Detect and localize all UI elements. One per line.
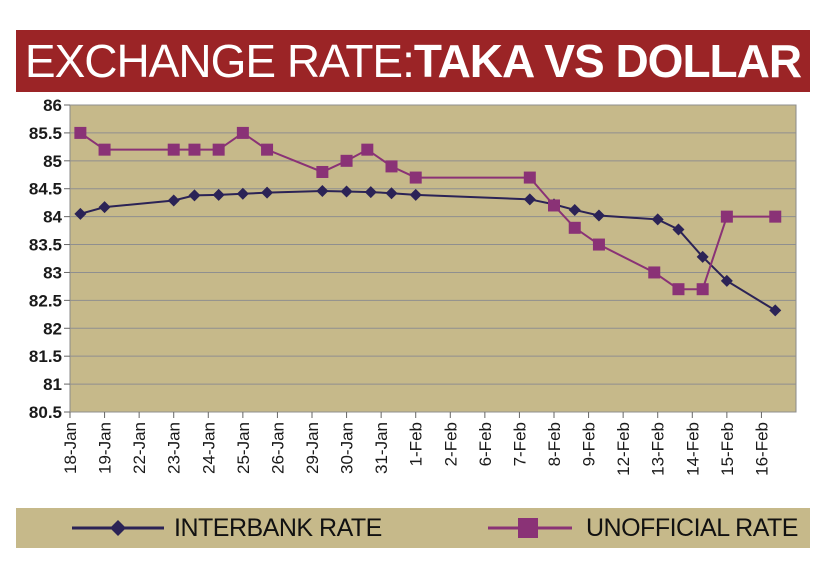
interbank-legend-swatch bbox=[72, 520, 164, 536]
interbank-point bbox=[236, 187, 249, 200]
interbank-point bbox=[409, 188, 422, 201]
y-tick-label: 83.5 bbox=[29, 236, 62, 255]
interbank-point bbox=[167, 194, 180, 207]
x-tick-label: 22-Jan bbox=[130, 422, 149, 474]
unofficial-point bbox=[409, 171, 422, 184]
y-tick-label: 85 bbox=[43, 152, 62, 171]
interbank-point bbox=[720, 274, 733, 287]
unofficial-point bbox=[74, 126, 87, 139]
interbank-point bbox=[212, 188, 225, 201]
unofficial-point bbox=[592, 238, 605, 251]
legend-item-unofficial: UNOFFICIAL RATE bbox=[484, 508, 798, 548]
interbank-legend-label: INTERBANK RATE bbox=[174, 513, 382, 542]
interbank-point bbox=[568, 203, 581, 216]
interbank-point bbox=[523, 193, 536, 206]
y-tick-label: 82 bbox=[43, 319, 62, 338]
title-part-1: EXCHANGE RATE: bbox=[24, 35, 415, 87]
x-tick-label: 1-Feb bbox=[407, 422, 426, 466]
unofficial-point bbox=[648, 266, 661, 279]
unofficial-point bbox=[385, 160, 398, 173]
x-tick-label: 26-Jan bbox=[268, 422, 287, 474]
x-tick-label: 24-Jan bbox=[199, 422, 218, 474]
unofficial-point bbox=[672, 283, 685, 296]
unofficial-point bbox=[769, 210, 782, 223]
x-tick-label: 30-Jan bbox=[338, 422, 357, 474]
x-tick-label: 23-Jan bbox=[165, 422, 184, 474]
unofficial-point bbox=[340, 154, 353, 167]
x-tick-label: 13-Feb bbox=[649, 422, 668, 476]
x-tick-label: 15-Feb bbox=[718, 422, 737, 476]
x-tick-label: 6-Feb bbox=[476, 422, 495, 466]
y-tick-label: 84.5 bbox=[29, 180, 62, 199]
interbank-point bbox=[74, 207, 87, 220]
x-tick-label: 12-Feb bbox=[614, 422, 633, 476]
y-tick-label: 84 bbox=[43, 208, 62, 227]
legend: INTERBANK RATE UNOFFICIAL RATE bbox=[16, 508, 810, 548]
y-tick-label: 83 bbox=[43, 263, 62, 282]
x-tick-label: 19-Jan bbox=[96, 422, 115, 474]
interbank-point bbox=[261, 186, 274, 199]
interbank-point bbox=[592, 209, 605, 222]
y-tick-label: 85.5 bbox=[29, 124, 62, 143]
x-tick-label: 8-Feb bbox=[545, 422, 564, 466]
x-tick-label: 18-Jan bbox=[61, 422, 80, 474]
unofficial-point bbox=[261, 143, 274, 156]
interbank-point bbox=[385, 187, 398, 200]
y-tick-label: 86 bbox=[43, 96, 62, 115]
unofficial-point bbox=[361, 143, 374, 156]
y-tick-label: 81 bbox=[43, 375, 62, 394]
unofficial-point bbox=[236, 126, 249, 139]
unofficial-point bbox=[548, 199, 560, 212]
unofficial-point bbox=[696, 283, 709, 296]
unofficial-point bbox=[523, 171, 536, 184]
x-tick-label: 31-Jan bbox=[372, 422, 391, 474]
y-tick-label: 81.5 bbox=[29, 347, 62, 366]
unofficial-point bbox=[316, 165, 329, 178]
title-part-2: TAKA VS DOLLAR bbox=[413, 35, 802, 87]
unofficial-point bbox=[568, 221, 581, 234]
unofficial-point bbox=[720, 210, 733, 223]
interbank-point bbox=[316, 184, 329, 197]
title-banner: EXCHANGE RATE: TAKA VS DOLLAR bbox=[16, 30, 810, 92]
line-chart: 80.5 81 81.5 82 82.5 83 83.5 84 84.5 85 85.5 86 18-J… bbox=[29, 96, 797, 476]
unofficial-legend-swatch bbox=[488, 518, 572, 538]
interbank-point bbox=[98, 201, 111, 214]
x-tick-label: 25-Jan bbox=[234, 422, 253, 474]
interbank-point bbox=[188, 189, 201, 202]
interbank-point bbox=[340, 185, 353, 198]
unofficial-point bbox=[188, 143, 201, 156]
y-tick-label: 82.5 bbox=[29, 291, 62, 310]
unofficial-legend-label: UNOFFICIAL RATE bbox=[586, 513, 798, 542]
x-tick-label: 9-Feb bbox=[580, 422, 599, 466]
plot-area bbox=[69, 104, 797, 413]
x-tick-label: 2-Feb bbox=[441, 422, 460, 466]
interbank-point bbox=[769, 304, 782, 317]
interbank-point bbox=[672, 223, 685, 236]
legend-item-interbank: INTERBANK RATE bbox=[68, 508, 382, 548]
interbank-point bbox=[651, 213, 664, 226]
unofficial-point bbox=[167, 143, 180, 156]
y-tick-label: 80.5 bbox=[29, 403, 62, 422]
x-tick-label: 16-Feb bbox=[752, 422, 771, 476]
interbank-point bbox=[364, 186, 377, 199]
unofficial-point bbox=[212, 143, 225, 156]
unofficial-point bbox=[98, 143, 111, 156]
x-tick-label: 14-Feb bbox=[683, 422, 702, 476]
x-tick-label: 29-Jan bbox=[303, 422, 322, 474]
interbank-point bbox=[696, 250, 709, 263]
x-tick-label: 7-Feb bbox=[510, 422, 529, 466]
